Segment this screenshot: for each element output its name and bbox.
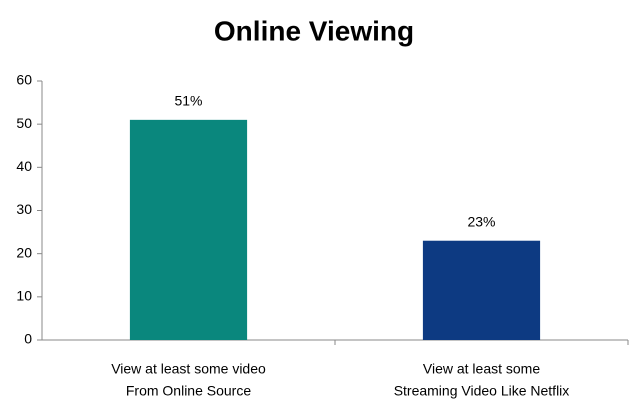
y-tick-label: 60 (16, 72, 32, 88)
y-tick-label: 10 (16, 288, 32, 304)
x-tick-label: Streaming Video Like Netflix (394, 383, 570, 399)
y-tick-label: 30 (16, 201, 32, 217)
y-tick-label: 20 (16, 244, 32, 260)
bar (129, 119, 248, 340)
y-tick-label: 50 (16, 115, 32, 131)
x-tick-label: View at least some (423, 361, 540, 377)
data-label: 23% (467, 213, 495, 229)
x-tick-label: From Online Source (126, 383, 251, 399)
y-tick-label: 0 (24, 331, 32, 347)
y-tick-label: 40 (16, 158, 32, 174)
x-tick-label: View at least some video (111, 361, 266, 377)
chart-title: Online Viewing (214, 15, 414, 46)
bar (422, 240, 541, 340)
data-label: 51% (174, 93, 202, 109)
